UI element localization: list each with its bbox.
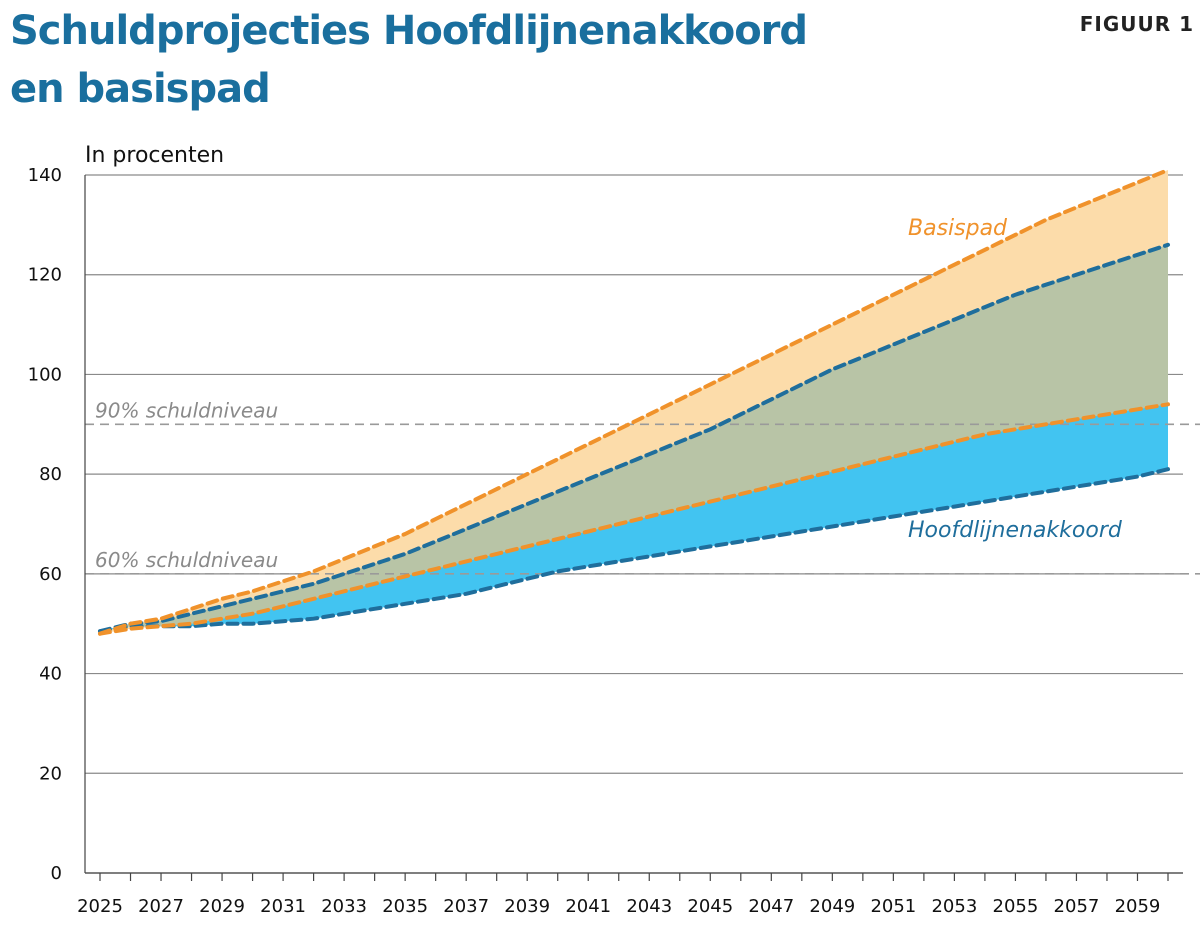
hoofdlijnenakkoord-lower-line [98, 467, 1170, 634]
x-tick-label: 2053 [931, 896, 977, 917]
title-line-1: Schuldprojecties Hoofdlijnenakkoord [10, 8, 808, 54]
x-tick-label: 2029 [199, 896, 245, 917]
y-tick-label: 0 [51, 863, 62, 884]
basispad-label: Basispad [908, 216, 1008, 241]
chart-title: Schuldprojecties Hoofdlijnenakkoord en b… [10, 2, 910, 118]
y-tick-label: 80 [39, 464, 62, 485]
x-tick-label: 2051 [870, 896, 916, 917]
x-tick-label: 2025 [77, 896, 123, 917]
x-tick-label: 2045 [687, 896, 733, 917]
y-tick-label: 120 [28, 265, 62, 286]
reference-label: 90% schuldniveau [95, 398, 278, 422]
x-tick-label: 2047 [748, 896, 794, 917]
x-tick-label: 2037 [443, 896, 489, 917]
x-tick-label: 2041 [565, 896, 611, 917]
reference-lines: 90% schuldniveau 60% schuldniveau [85, 398, 1200, 575]
series-lines [98, 168, 1170, 636]
x-tick-label: 2059 [1115, 896, 1161, 917]
x-tick-label: 2049 [809, 896, 855, 917]
reference-label: 60% schuldniveau [95, 548, 278, 572]
basispad-upper-line [98, 168, 1170, 636]
x-tick-label: 2035 [382, 896, 428, 917]
y-axis-label: In procenten [85, 143, 224, 168]
hoofdlijnenakkoord-label: Hoofdlijnenakkoord [908, 518, 1123, 543]
axes: 0 20 40 60 80 100 120 140 2025 2027 2029 2031 2033 20… [28, 165, 1183, 917]
y-tick-label: 20 [39, 763, 62, 784]
y-tick-label: 40 [39, 664, 62, 685]
y-tick-label: 100 [28, 364, 62, 385]
basispad-lower-line [98, 402, 1170, 636]
x-tick-label: 2055 [993, 896, 1039, 917]
x-tick-label: 2043 [626, 896, 672, 917]
x-tick-label: 2031 [260, 896, 306, 917]
x-tick-label: 2033 [321, 896, 367, 917]
hoofdlijnenakkoord-upper-line [98, 242, 1170, 634]
title-line-2: en basispad [10, 66, 271, 112]
x-tick-label: 2027 [138, 896, 184, 917]
x-tick-label: 2039 [504, 896, 550, 917]
figure-label: FIGUUR 1 [1079, 12, 1194, 36]
x-tick-label: 2057 [1054, 896, 1100, 917]
y-tick-label: 60 [39, 564, 62, 585]
y-tick-label: 140 [28, 165, 62, 186]
